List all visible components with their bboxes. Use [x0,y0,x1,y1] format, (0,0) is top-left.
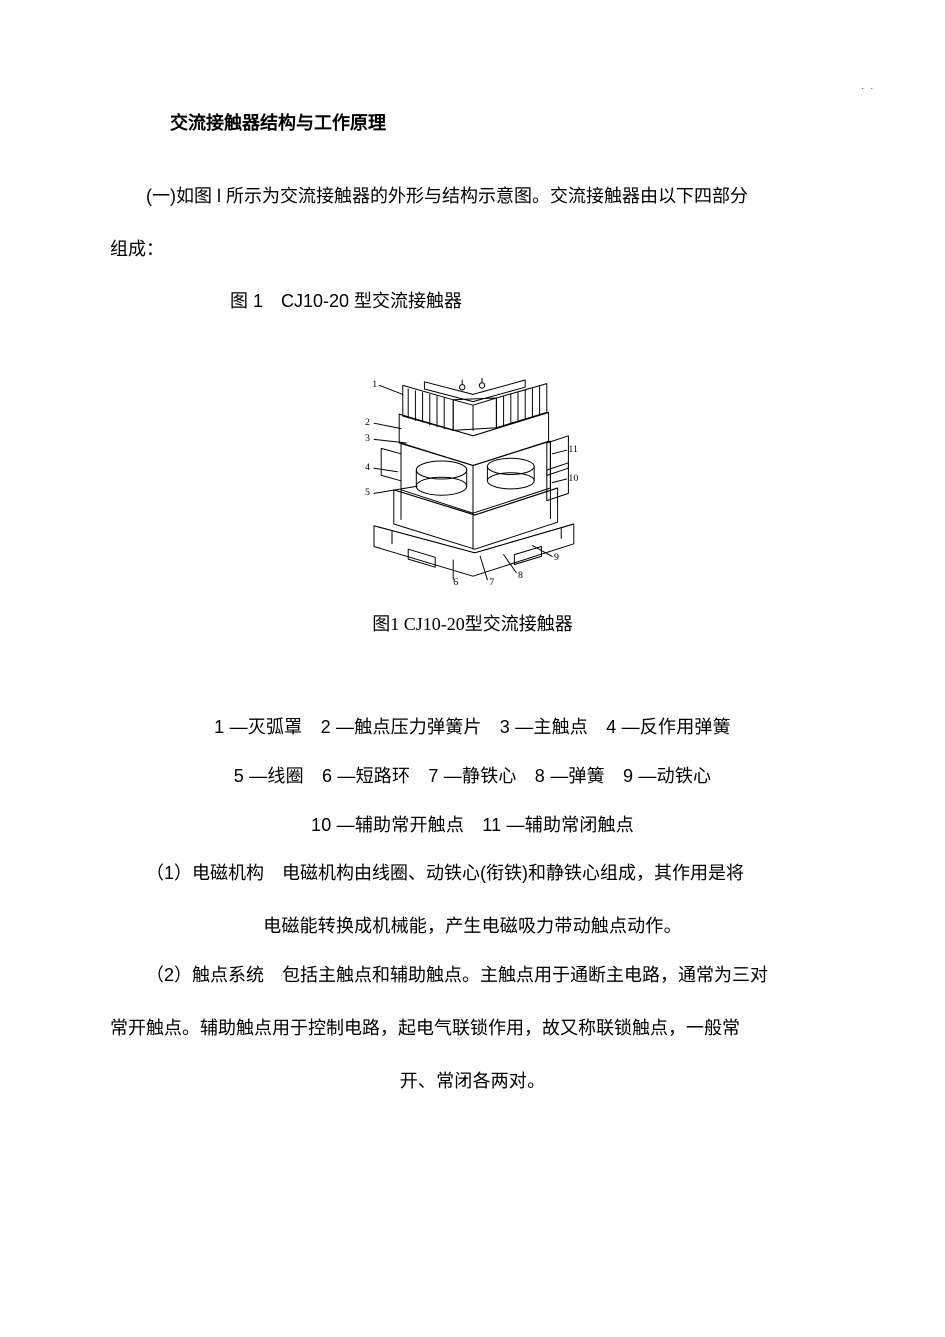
header-dots: . . [861,75,875,98]
section-1-line-a: （1）电磁机构 电磁机构由线圈、动铁心(衔铁)和静铁心组成，其作用是将 [110,850,835,897]
svg-text:10: 10 [568,473,578,484]
svg-text:2: 2 [365,417,370,428]
figure-box: 1 2 3 4 5 11 10 9 8 7 6 [110,335,835,605]
svg-text:7: 7 [489,577,494,588]
figure-caption: 图1 CJ10-20型交流接触器 [110,601,835,648]
svg-text:4: 4 [365,462,370,473]
contactor-drawing: 1 2 3 4 5 11 10 9 8 7 6 [338,335,608,605]
svg-text:1: 1 [372,379,377,390]
figure-label: 图 1 CJ10-20 型交流接触器 [230,278,835,325]
legend-line-3: 10 —辅助常开触点 11 —辅助常闭触点 [110,802,835,849]
section-2-line-a: （2）触点系统 包括主触点和辅助触点。主触点用于通断主电路，通常为三对 [110,952,835,999]
legend-line-2: 5 —线圈 6 —短路环 7 —静铁心 8 —弹簧 9 —动铁心 [110,753,835,800]
section-2-line-c: 开、常闭各两对。 [110,1058,835,1105]
section-1-line-b: 电磁能转换成机械能，产生电磁吸力带动触点动作。 [110,903,835,950]
page-title: 交流接触器结构与工作原理 [170,100,835,147]
svg-text:11: 11 [568,444,578,455]
svg-text:9: 9 [554,552,559,563]
intro-line-2: 组成： [110,226,835,273]
svg-text:8: 8 [518,570,523,581]
legend-line-1: 1 —灭弧罩 2 —触点压力弹簧片 3 —主触点 4 —反作用弹簧 [110,704,835,751]
svg-text:3: 3 [365,433,370,444]
svg-text:6: 6 [453,577,458,588]
intro-line-1: (一)如图 l 所示为交流接触器的外形与结构示意图。交流接触器由以下四部分 [110,173,835,220]
svg-text:5: 5 [365,487,370,498]
section-2-line-b: 常开触点。辅助触点用于控制电路，起电气联锁作用，故又称联锁触点，一般常 [110,1005,835,1052]
